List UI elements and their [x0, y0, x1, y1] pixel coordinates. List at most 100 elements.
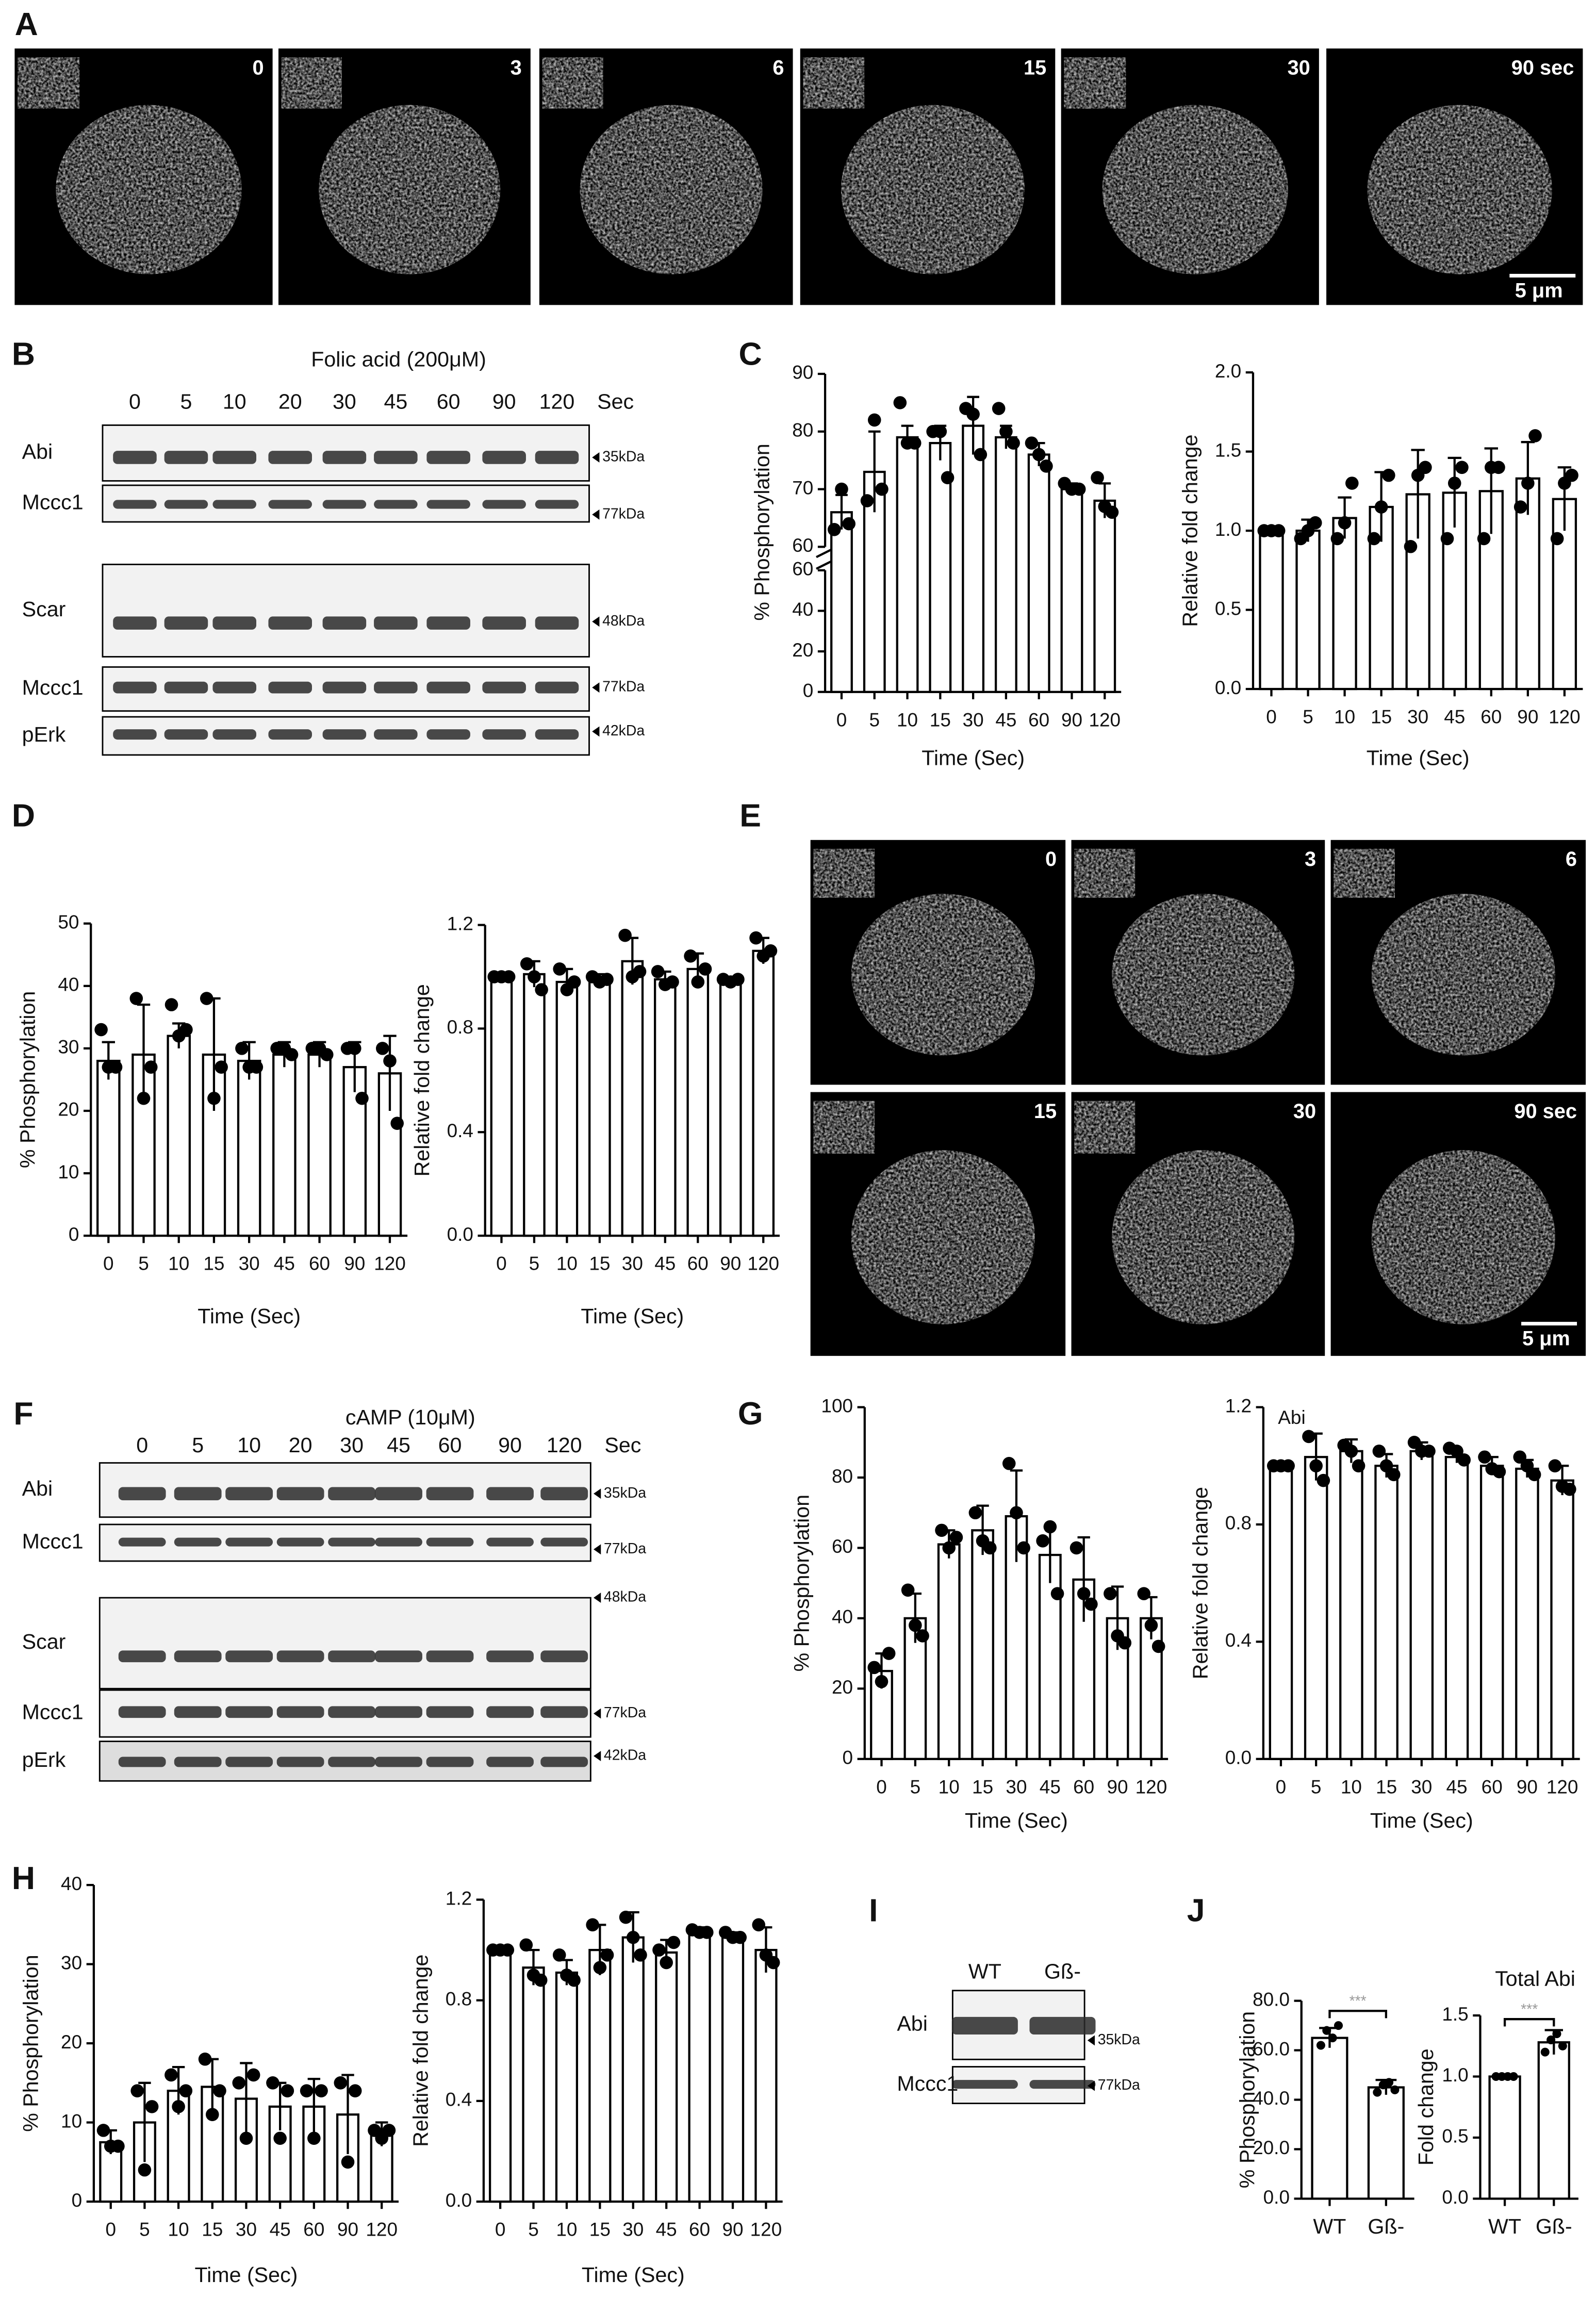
band: [118, 1757, 166, 1767]
band: [951, 2080, 1018, 2089]
data-point: [1345, 477, 1359, 490]
band: [268, 729, 312, 740]
size-label: 35kDa: [1098, 2031, 1140, 2048]
data-point: [619, 1910, 633, 1924]
panel-letter: C: [739, 336, 762, 372]
x-tick-label: 90: [344, 1253, 365, 1274]
y-axis-title: % Phosphorylation: [750, 444, 774, 620]
data-point: [1367, 532, 1381, 546]
band: [268, 681, 312, 694]
data-point: [1316, 2041, 1325, 2050]
bar: [1038, 1553, 1062, 1760]
data-point: [593, 1961, 607, 1975]
data-point: [348, 2084, 362, 2097]
band: [482, 616, 526, 630]
bar: [1060, 488, 1083, 693]
band: [374, 729, 418, 740]
band: [322, 729, 367, 740]
data-point: [179, 1023, 193, 1037]
band: [174, 1650, 222, 1663]
x-tick-label: 0: [836, 709, 847, 730]
x-tick-label: 10: [556, 2219, 577, 2240]
lane-label: 30: [333, 390, 356, 414]
data-point: [700, 1926, 714, 1939]
y-axis-title: Relative fold change: [1188, 1487, 1212, 1679]
data-point: [534, 1973, 548, 1987]
data-point: [968, 1506, 982, 1520]
blot-box: [102, 564, 590, 658]
x-tick-label: 15: [1371, 707, 1392, 728]
bar: [962, 424, 985, 693]
band: [482, 729, 526, 740]
size-label: 35kDa: [604, 1485, 646, 1501]
x-axis-title: Time (Sec): [198, 1304, 301, 1328]
cell: [56, 105, 242, 274]
band: [118, 1487, 166, 1501]
data-point: [600, 973, 614, 986]
y-tick-label: 0.4: [1225, 1630, 1252, 1651]
band: [225, 1650, 273, 1663]
bar: [655, 1951, 678, 2203]
x-tick-label: 30: [1411, 1776, 1432, 1797]
size-arrow: [594, 1488, 601, 1499]
row-label: Mccc1: [22, 1700, 84, 1724]
data-point: [766, 1956, 780, 1970]
x-tick-label: 45: [654, 1253, 676, 1274]
data-point: [882, 1647, 896, 1660]
data-point: [1422, 1445, 1436, 1458]
data-point: [567, 975, 581, 989]
y-tick-label: 1.2: [446, 1888, 472, 1909]
lane-label: 10: [223, 390, 246, 414]
x-axis-title: Time (Sec): [1367, 746, 1470, 769]
data-point: [1144, 1618, 1158, 1632]
data-point: [1509, 2072, 1518, 2081]
data-point: [1091, 471, 1104, 484]
lane-label: 5: [180, 390, 192, 414]
data-point: [652, 1943, 666, 1957]
x-tick-label: 60: [687, 1253, 709, 1274]
cell: [841, 105, 1025, 274]
y-tick-label: 40: [58, 974, 79, 995]
band: [535, 500, 579, 509]
bar: [201, 2086, 224, 2203]
data-point: [137, 1091, 151, 1105]
data-point: [375, 1042, 389, 1055]
inset: [813, 1101, 875, 1154]
y-axis-title: Relative fold change: [408, 1955, 432, 2147]
x-tick-label: 10: [168, 1253, 189, 1274]
y-tick-label: 80: [792, 420, 813, 441]
band: [374, 500, 418, 509]
x-tick-label: 120: [747, 1253, 779, 1274]
time-label: 90 sec: [1514, 1100, 1577, 1123]
band: [540, 1487, 588, 1501]
band: [328, 1650, 375, 1663]
x-tick-label: 0: [495, 2219, 506, 2240]
bar: [621, 1936, 645, 2203]
band: [113, 729, 157, 740]
x-tick-label: 90: [720, 1253, 741, 1274]
y-tick-label: 30: [61, 1952, 82, 1973]
band: [540, 1706, 588, 1718]
lane-label: 20: [289, 1433, 312, 1457]
sig-label: ***: [1521, 2001, 1538, 2018]
data-point: [835, 482, 848, 496]
x-tick-label: 30: [239, 1253, 260, 1274]
y-tick-label: 10: [58, 1161, 79, 1183]
band: [164, 616, 208, 630]
bar: [555, 1971, 579, 2203]
y-tick-label: 1.2: [1225, 1395, 1252, 1416]
size-label: 35kDa: [602, 448, 645, 465]
band: [375, 1537, 422, 1547]
data-point: [867, 413, 881, 427]
data-point: [1070, 1541, 1083, 1555]
band: [276, 1537, 324, 1547]
lane-label: 60: [437, 390, 460, 414]
band: [164, 451, 208, 464]
data-point: [1328, 2033, 1337, 2043]
size-arrow: [592, 452, 600, 463]
bar: [1269, 1465, 1293, 1760]
y-tick-label: 0.4: [446, 2089, 472, 2110]
bar: [167, 1035, 191, 1237]
x-tick-label: 5: [139, 2219, 150, 2240]
x-tick-label: 5: [528, 2219, 539, 2240]
